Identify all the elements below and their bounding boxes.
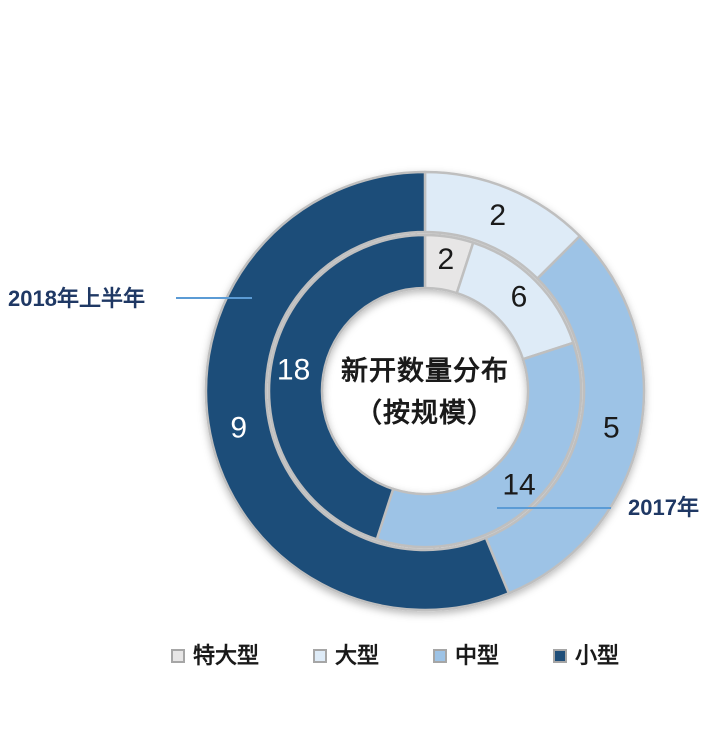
legend-swatch-small bbox=[553, 648, 568, 663]
legend-item-extra-large: 特大型 bbox=[170, 643, 259, 668]
segment-value-label: 6 bbox=[511, 281, 528, 314]
series-label-2018h1: 2018年上半年 bbox=[8, 286, 145, 311]
donut-segment-inner-small bbox=[267, 233, 427, 541]
chart-title-line1: 新开数量分布 bbox=[341, 356, 509, 386]
segment-value-label: 14 bbox=[502, 469, 535, 502]
legend-item-large: 大型 bbox=[312, 643, 379, 668]
segment-value-label: 18 bbox=[277, 354, 310, 387]
legend-swatch-extra-large bbox=[170, 648, 185, 663]
segment-value-label: 2 bbox=[437, 243, 454, 276]
donut-segment-outer-medium bbox=[484, 234, 646, 595]
segment-value-label: 2 bbox=[489, 199, 506, 232]
segment-value-label: 5 bbox=[603, 412, 620, 445]
donut-segment-inner-medium bbox=[375, 341, 583, 549]
legend-label-small: 小型 bbox=[575, 643, 620, 668]
chart-title: 新开数量分布 （按规模） bbox=[275, 350, 575, 434]
legend-label-extra-large: 特大型 bbox=[192, 643, 259, 668]
chart-title-line2: （按规模） bbox=[355, 398, 495, 428]
donut-segment-outer-small bbox=[204, 170, 511, 612]
legend-swatch-medium bbox=[433, 648, 447, 663]
series-label-2017: 2017年 bbox=[628, 495, 699, 520]
legend-swatch-large bbox=[312, 648, 327, 663]
legend-item-medium: 中型 bbox=[433, 643, 499, 668]
legend: 特大型 大型 中型 小型 bbox=[35, 643, 720, 668]
legend-label-medium: 中型 bbox=[455, 643, 500, 668]
legend-label-large: 大型 bbox=[334, 643, 379, 668]
segment-value-label: 9 bbox=[230, 412, 247, 445]
donut-rings bbox=[204, 170, 646, 612]
legend-item-small: 小型 bbox=[553, 643, 619, 668]
